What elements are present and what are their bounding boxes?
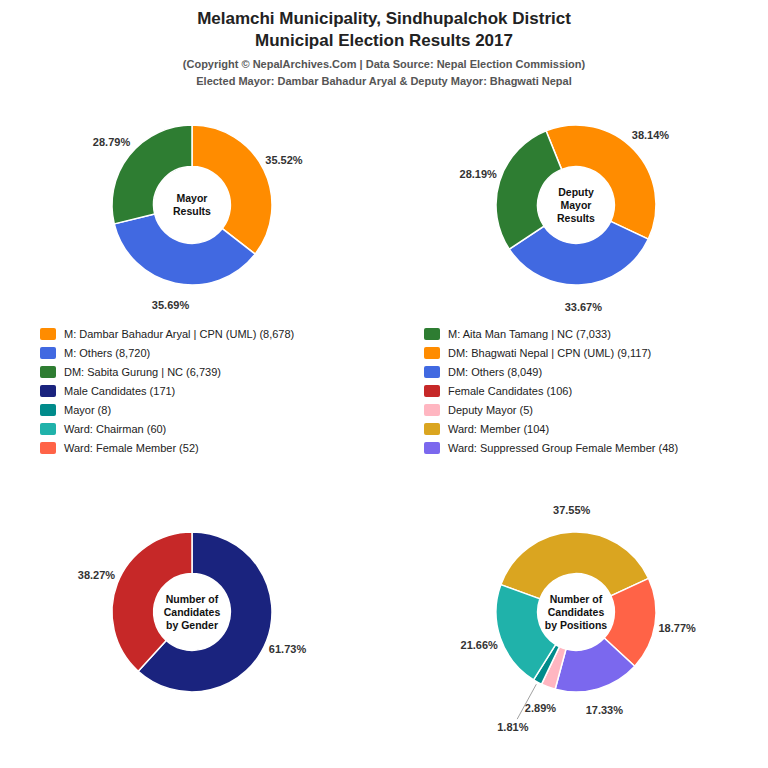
center-text-line: Candidates [164, 606, 221, 618]
title: Melamchi Municipality, Sindhupalchok Dis… [197, 9, 571, 28]
legend-label: DM: Others (8,049) [448, 366, 542, 378]
data-label: 2.89% [525, 702, 556, 714]
legend-item: Ward: Female Member (52) [40, 442, 199, 454]
legend-swatch [40, 385, 56, 397]
slices [112, 125, 272, 285]
legend-swatch [424, 442, 440, 454]
data-label: 21.66% [461, 639, 499, 651]
legend-swatch [424, 404, 440, 416]
donut-slice [555, 638, 635, 692]
center-text-line: by Positions [545, 619, 608, 631]
legend-label: M: Others (8,720) [64, 347, 150, 359]
subtitle: Elected Mayor: Dambar Bahadur Aryal & De… [196, 75, 572, 87]
donut-slice [546, 125, 656, 239]
donut-chart: MayorResults 35.52% 35.69% 28.79% [93, 125, 303, 311]
legend-label: Ward: Member (104) [448, 423, 549, 435]
legend-swatch [424, 328, 440, 340]
data-label: 61.73% [269, 643, 307, 655]
chart-root: Melamchi Municipality, Sindhupalchok Dis… [0, 0, 768, 768]
center-text: Number ofCandidatesby Positions [545, 593, 608, 631]
donut-chart: DeputyMayorResults 38.14% 33.67% 28.19% [460, 125, 670, 313]
legend-item: M: Others (8,720) [40, 347, 150, 359]
legend-label: Ward: Chairman (60) [64, 423, 166, 435]
legend-item: DM: Bhagwati Nepal | CPN (UML) (9,117) [424, 347, 651, 359]
center-text-line: Mayor [561, 199, 592, 211]
legend-swatch [40, 442, 56, 454]
center-text-line: Deputy [558, 186, 594, 198]
title: Municipal Election Results 2017 [255, 31, 513, 50]
legend-item: DM: Others (8,049) [424, 366, 542, 378]
slices [496, 125, 656, 285]
center-text-line: Candidates [548, 606, 605, 618]
header: Melamchi Municipality, Sindhupalchok Dis… [183, 9, 586, 87]
legend-label: DM: Bhagwati Nepal | CPN (UML) (9,117) [448, 347, 651, 359]
legend-swatch [40, 366, 56, 378]
data-labels: 38.14% 33.67% 28.19% [460, 129, 670, 313]
legend-label: Male Candidates (171) [64, 385, 175, 397]
legend-swatch [424, 385, 440, 397]
center-text: DeputyMayorResults [557, 186, 595, 224]
data-label: 38.27% [78, 569, 116, 581]
data-label: 28.19% [460, 168, 498, 180]
legend-label: Ward: Female Member (52) [64, 442, 199, 454]
legend-label: M: Dambar Bahadur Aryal | CPN (UML) (8,6… [64, 328, 294, 340]
legend-label: M: Aita Man Tamang | NC (7,033) [448, 328, 611, 340]
center-text-line: Mayor [177, 192, 208, 204]
legend-item: Ward: Chairman (60) [40, 423, 166, 435]
legend-label: Deputy Mayor (5) [448, 404, 533, 416]
data-label: 33.67% [565, 301, 603, 313]
legend-item: Deputy Mayor (5) [424, 404, 533, 416]
center-text-line: Results [173, 205, 211, 217]
legend-item: DM: Sabita Gurung | NC (6,739) [40, 366, 221, 378]
data-label: 38.14% [632, 129, 670, 141]
data-labels: 37.55% 18.77% 17.33% 2.89% 1.81% 21.66% [461, 504, 697, 733]
center-text: Number ofCandidatesby Gender [164, 593, 221, 631]
slices [496, 532, 656, 692]
donut-chart: Number ofCandidatesby Gender 61.73% 38.27% [78, 532, 307, 692]
legend-swatch [40, 404, 56, 416]
legend-item: Mayor (8) [40, 404, 111, 416]
legend-item: Ward: Member (104) [424, 423, 549, 435]
legend-label: Ward: Suppressed Group Female Member (48… [448, 442, 678, 454]
center-text-line: by Gender [166, 619, 218, 631]
center-text: MayorResults [173, 192, 211, 217]
legend-swatch [40, 328, 56, 340]
center-text-line: Number of [550, 593, 603, 605]
donut-slice [496, 131, 562, 249]
legend: M: Dambar Bahadur Aryal | CPN (UML) (8,6… [40, 328, 678, 454]
donut-slice [496, 585, 556, 680]
legend-swatch [40, 347, 56, 359]
data-label: 35.69% [152, 299, 190, 311]
legend-item: M: Dambar Bahadur Aryal | CPN (UML) (8,6… [40, 328, 294, 340]
legend-label: DM: Sabita Gurung | NC (6,739) [64, 366, 221, 378]
data-label: 1.81% [497, 721, 528, 733]
slices [112, 532, 272, 692]
leader-line [517, 684, 536, 719]
donut-slice [114, 214, 255, 285]
data-label: 17.33% [586, 704, 624, 716]
data-label: 37.55% [553, 504, 591, 516]
data-labels: 61.73% 38.27% [78, 569, 307, 655]
data-labels: 35.52% 35.69% 28.79% [93, 136, 303, 311]
legend-item: Ward: Suppressed Group Female Member (48… [424, 442, 678, 454]
donut-slice [192, 125, 272, 254]
legend-label: Mayor (8) [64, 404, 111, 416]
donut-chart: Number ofCandidatesby Positions 37.55% 18.… [461, 504, 697, 733]
legend-item: Female Candidates (106) [424, 385, 572, 397]
center-text-line: Results [557, 212, 595, 224]
legend-label: Female Candidates (106) [448, 385, 572, 397]
subtitle: (Copyright © NepalArchives.Com | Data So… [183, 58, 586, 70]
data-label: 18.77% [658, 622, 696, 634]
legend-item: Male Candidates (171) [40, 385, 175, 397]
legend-swatch [424, 347, 440, 359]
data-label: 35.52% [265, 154, 303, 166]
legend-item: M: Aita Man Tamang | NC (7,033) [424, 328, 611, 340]
data-label: 28.79% [93, 136, 131, 148]
leader-lines [517, 684, 536, 719]
legend-swatch [40, 423, 56, 435]
legend-swatch [424, 366, 440, 378]
legend-swatch [424, 423, 440, 435]
center-text-line: Number of [166, 593, 219, 605]
